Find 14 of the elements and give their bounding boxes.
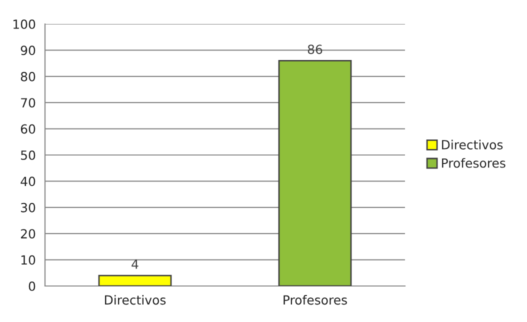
y-tick-label: 70	[21, 98, 36, 108]
y-tick-label: 90	[20, 46, 36, 56]
y-tick-label: 30	[21, 202, 36, 212]
legend-label: Profesores	[442, 158, 506, 168]
y-tick-label: 20	[20, 229, 36, 239]
y-tick-label: 10	[21, 255, 36, 265]
y-tick-label: 80	[20, 72, 36, 82]
y-tick-label: 60	[20, 124, 36, 134]
y-tick-label: 100	[13, 19, 36, 29]
y-tick-label: 0	[28, 281, 36, 291]
y-tick-label: 40	[20, 176, 36, 186]
y-tick-label: 50	[21, 150, 36, 160]
data-label: 4	[132, 260, 138, 269]
legend-label: Directivos	[442, 140, 503, 150]
